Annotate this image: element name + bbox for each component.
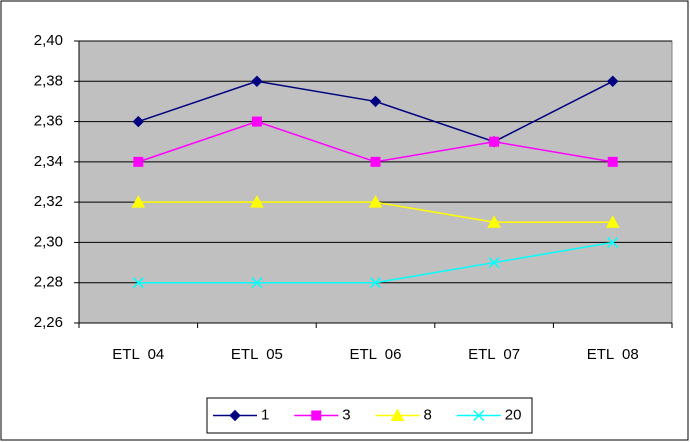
data-point <box>488 257 500 269</box>
legend-marker <box>229 409 241 422</box>
y-tick-label: 2,30 <box>34 233 63 250</box>
data-point <box>251 75 263 87</box>
y-tick-label: 2,34 <box>34 153 63 170</box>
plot-area <box>78 40 673 324</box>
data-point <box>607 236 619 248</box>
x-tick-label: ETL 07 <box>468 346 520 363</box>
data-point <box>607 156 618 167</box>
data-point <box>132 277 144 289</box>
data-point <box>606 75 619 87</box>
x-tick-label: ETL 04 <box>112 346 164 363</box>
legend-marker <box>311 410 322 421</box>
data-point <box>369 277 382 289</box>
data-point <box>132 115 145 128</box>
y-tick-label: 2,32 <box>34 193 63 210</box>
y-tick-label: 2,26 <box>34 314 63 331</box>
data-point <box>487 215 501 228</box>
data-point <box>133 156 144 167</box>
data-point <box>605 215 620 228</box>
legend-label: 8 <box>424 406 432 423</box>
x-tick-label: ETL 08 <box>587 346 639 363</box>
data-point <box>369 95 382 108</box>
legend-label: 3 <box>342 406 350 423</box>
y-tick-label: 2,40 <box>34 32 63 49</box>
legend-marker <box>473 409 485 422</box>
data-point <box>370 156 381 167</box>
y-tick-label: 2,36 <box>34 113 63 130</box>
data-point <box>251 116 262 127</box>
data-point <box>489 136 500 147</box>
data-point <box>250 195 264 208</box>
legend-marker <box>390 408 405 421</box>
y-tick-label: 2,38 <box>34 72 63 89</box>
data-point <box>131 195 146 208</box>
x-tick-label: ETL 05 <box>231 346 283 363</box>
data-point <box>251 277 263 289</box>
y-tick-label: 2,28 <box>34 274 63 291</box>
data-point <box>368 195 383 208</box>
x-tick-label: ETL 06 <box>350 346 402 363</box>
legend-label: 20 <box>505 406 522 423</box>
legend-label: 1 <box>261 406 269 423</box>
